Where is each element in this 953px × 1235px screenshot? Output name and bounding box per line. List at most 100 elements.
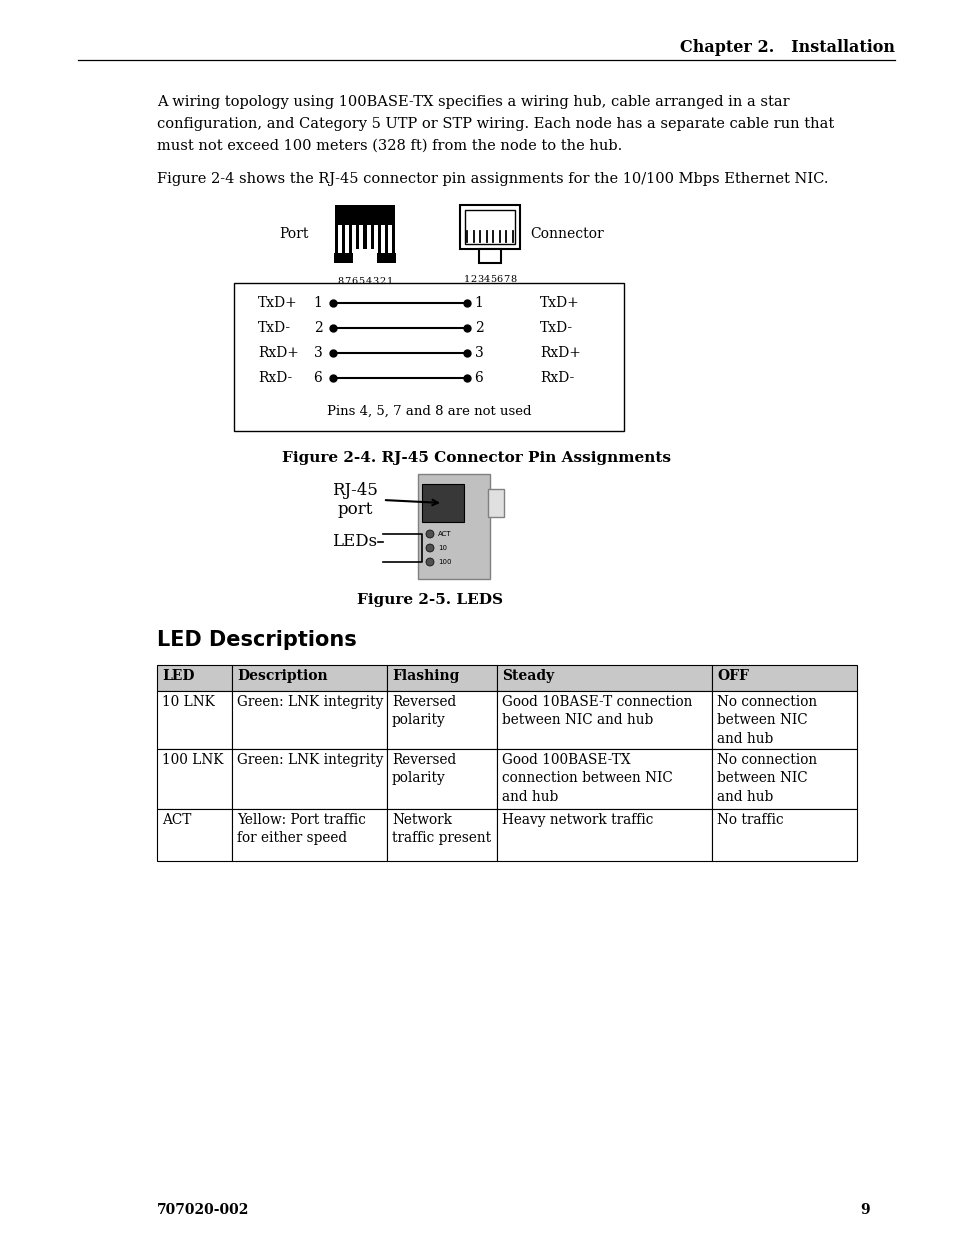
Bar xyxy=(711,809,856,861)
Text: Description: Description xyxy=(236,669,327,683)
Text: TxD+: TxD+ xyxy=(539,296,579,310)
Bar xyxy=(497,748,711,809)
Bar xyxy=(157,692,232,748)
Text: RxD+: RxD+ xyxy=(257,346,298,359)
Bar xyxy=(335,205,395,253)
Bar xyxy=(711,748,856,809)
Bar xyxy=(334,253,395,263)
Text: RxD-: RxD- xyxy=(539,370,574,385)
Text: 1: 1 xyxy=(314,296,322,310)
Bar xyxy=(497,664,711,692)
Text: 2: 2 xyxy=(379,277,386,285)
Text: 3: 3 xyxy=(314,346,322,359)
Bar xyxy=(380,225,384,253)
Bar xyxy=(352,225,355,253)
Bar xyxy=(345,225,349,253)
Circle shape xyxy=(426,530,434,538)
Text: Steady: Steady xyxy=(501,669,554,683)
Bar xyxy=(387,692,497,748)
Text: 6: 6 xyxy=(497,274,502,284)
Text: 2: 2 xyxy=(314,321,322,335)
Text: 3: 3 xyxy=(475,346,483,359)
Bar xyxy=(711,692,856,748)
Text: 6: 6 xyxy=(351,277,357,285)
Text: Reversed
polarity: Reversed polarity xyxy=(392,753,456,785)
Text: No connection
between NIC
and hub: No connection between NIC and hub xyxy=(717,695,817,746)
Text: 5: 5 xyxy=(358,277,364,285)
Text: Port: Port xyxy=(279,227,309,241)
Bar xyxy=(232,809,387,861)
Text: 8: 8 xyxy=(336,277,343,285)
Bar xyxy=(374,225,377,253)
Text: Green: LNK integrity: Green: LNK integrity xyxy=(236,753,383,767)
Bar xyxy=(478,249,500,263)
Text: 6: 6 xyxy=(475,370,483,385)
Bar xyxy=(388,225,392,253)
Bar xyxy=(497,809,711,861)
Text: 1: 1 xyxy=(474,296,483,310)
Circle shape xyxy=(426,558,434,566)
Text: A wiring topology using 100BASE-TX specifies a wiring hub, cable arranged in a s: A wiring topology using 100BASE-TX speci… xyxy=(157,95,789,109)
Text: 9: 9 xyxy=(860,1203,869,1216)
Bar xyxy=(387,748,497,809)
Text: 7: 7 xyxy=(503,274,509,284)
Bar xyxy=(157,748,232,809)
Text: must not exceed 100 meters (328 ft) from the node to the hub.: must not exceed 100 meters (328 ft) from… xyxy=(157,140,621,153)
Text: No traffic: No traffic xyxy=(717,813,782,827)
Text: TxD+: TxD+ xyxy=(257,296,297,310)
Bar xyxy=(488,489,503,517)
Text: OFF: OFF xyxy=(717,669,748,683)
Bar xyxy=(157,664,232,692)
Bar xyxy=(459,205,519,249)
Text: ACT: ACT xyxy=(162,813,192,827)
Text: 10 LNK: 10 LNK xyxy=(162,695,214,709)
Bar xyxy=(157,809,232,861)
Text: 3: 3 xyxy=(373,277,378,285)
Text: 2: 2 xyxy=(470,274,476,284)
Text: RxD-: RxD- xyxy=(257,370,292,385)
Text: Good 10BASE-T connection
between NIC and hub: Good 10BASE-T connection between NIC and… xyxy=(501,695,692,727)
Text: 2: 2 xyxy=(475,321,483,335)
Text: 4: 4 xyxy=(365,277,372,285)
Text: 707020-002: 707020-002 xyxy=(157,1203,249,1216)
Text: Figure 2-4 shows the RJ-45 connector pin assignments for the 10/100 Mbps Etherne: Figure 2-4 shows the RJ-45 connector pin… xyxy=(157,172,827,186)
Text: ACT: ACT xyxy=(437,531,451,537)
Text: Figure 2-5. LEDS: Figure 2-5. LEDS xyxy=(356,593,502,606)
Text: Pins 4, 5, 7 and 8 are not used: Pins 4, 5, 7 and 8 are not used xyxy=(327,405,531,417)
Text: 100 LNK: 100 LNK xyxy=(162,753,223,767)
Text: TxD-: TxD- xyxy=(539,321,573,335)
Bar xyxy=(464,210,515,245)
Text: 1: 1 xyxy=(463,274,470,284)
Text: LED: LED xyxy=(162,669,194,683)
Text: 10: 10 xyxy=(437,545,447,551)
Text: 8: 8 xyxy=(510,274,516,284)
Text: 4: 4 xyxy=(483,274,489,284)
Bar xyxy=(359,225,363,253)
Text: RxD+: RxD+ xyxy=(539,346,580,359)
Bar xyxy=(232,664,387,692)
Bar xyxy=(353,249,376,266)
Text: configuration, and Category 5 UTP or STP wiring. Each node has a separate cable : configuration, and Category 5 UTP or STP… xyxy=(157,117,833,131)
Text: Heavy network traffic: Heavy network traffic xyxy=(501,813,653,827)
Text: Figure 2-4. RJ-45 Connector Pin Assignments: Figure 2-4. RJ-45 Connector Pin Assignme… xyxy=(282,451,671,466)
Text: Good 100BASE-TX
connection between NIC
and hub: Good 100BASE-TX connection between NIC a… xyxy=(501,753,672,804)
Bar xyxy=(232,748,387,809)
Bar xyxy=(366,225,370,253)
Text: Network
traffic present: Network traffic present xyxy=(392,813,491,846)
Text: 3: 3 xyxy=(476,274,483,284)
Bar xyxy=(232,692,387,748)
Text: Connector: Connector xyxy=(530,227,603,241)
Bar xyxy=(497,692,711,748)
Text: 1: 1 xyxy=(387,277,393,285)
Text: 100: 100 xyxy=(437,559,451,564)
Text: Yellow: Port traffic
for either speed: Yellow: Port traffic for either speed xyxy=(236,813,366,846)
Text: 6: 6 xyxy=(314,370,322,385)
Text: 7: 7 xyxy=(344,277,350,285)
Bar xyxy=(337,225,341,253)
Text: Chapter 2.   Installation: Chapter 2. Installation xyxy=(679,40,894,57)
Bar xyxy=(387,664,497,692)
Bar xyxy=(387,809,497,861)
Text: 5: 5 xyxy=(490,274,496,284)
Bar xyxy=(417,474,490,579)
Text: TxD-: TxD- xyxy=(257,321,291,335)
